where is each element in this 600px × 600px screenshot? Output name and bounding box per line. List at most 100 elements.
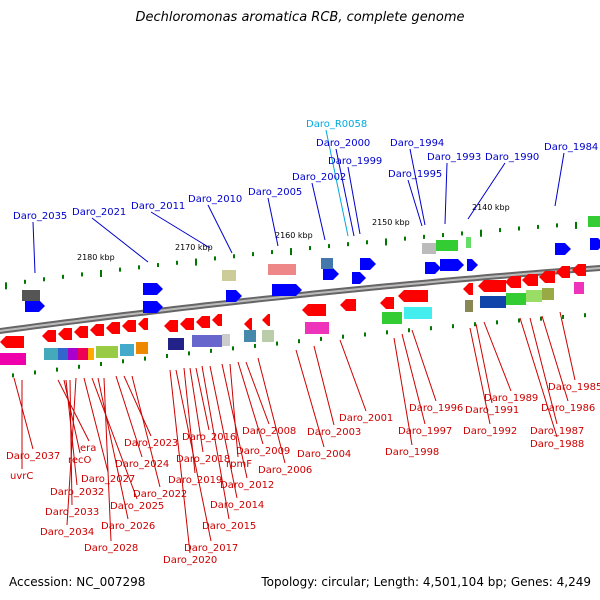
forward-gene-label: Daro_2035	[13, 211, 67, 222]
label-leader-line	[115, 375, 143, 458]
protein-domain-box	[305, 322, 329, 334]
label-leader-line	[183, 367, 196, 474]
reverse-gene-label: Daro_1989	[484, 393, 538, 404]
label-leader-line	[483, 321, 512, 392]
reverse-gene-arrow	[463, 283, 473, 295]
reverse-gene-label: era	[80, 443, 96, 454]
reverse-gene-label: Daro_1997	[398, 426, 452, 437]
forward-gene-label: Daro_1993	[427, 152, 481, 163]
label-leader-line	[103, 377, 112, 542]
scale-tick	[122, 359, 124, 364]
scale-tick	[276, 341, 278, 346]
protein-domain-box	[88, 348, 94, 360]
scale-tick	[43, 277, 45, 282]
protein-domain-box	[262, 330, 274, 342]
label-leader-line	[207, 204, 233, 254]
scale-tick	[100, 270, 102, 277]
scale-tick	[62, 274, 64, 279]
label-leader-line	[57, 379, 90, 442]
reverse-gene-label: Daro_2028	[84, 543, 138, 554]
reverse-gene-label: uvrC	[10, 471, 33, 482]
protein-domain-box	[222, 334, 230, 346]
label-leader-line	[554, 152, 565, 207]
scale-tick	[496, 320, 498, 325]
scale-tick	[188, 351, 190, 356]
reverse-gene-arrow	[572, 264, 586, 276]
reverse-gene-label: Daro_2006	[258, 465, 312, 476]
scale-tick	[157, 263, 159, 268]
reverse-gene-label: Daro_1988	[530, 439, 584, 450]
label-leader-line	[91, 377, 138, 500]
scale-tick	[12, 373, 14, 378]
label-leader-line	[295, 349, 325, 448]
reverse-gene-label: Daro_1991	[465, 405, 519, 416]
scale-tick	[252, 252, 254, 257]
reverse-gene-arrow	[58, 328, 72, 340]
reverse-gene-label: Daro_2032	[50, 487, 104, 498]
label-leader-line	[444, 162, 448, 225]
forward-gene-arrow	[25, 300, 45, 312]
reverse-gene-arrow	[74, 326, 88, 338]
reverse-gene-label: Daro_2014	[210, 500, 264, 511]
reverse-gene-label: recO	[68, 455, 92, 466]
label-leader-line	[13, 377, 34, 450]
protein-domain-box	[120, 344, 134, 356]
reverse-gene-arrow	[138, 318, 148, 330]
protein-domain-box	[436, 240, 458, 251]
scale-tick	[24, 279, 26, 284]
scale-tick	[166, 353, 168, 358]
reverse-gene-label: Daro_2019	[168, 475, 222, 486]
scale-tick	[518, 318, 520, 323]
scale-tick	[320, 336, 322, 341]
accession-label: Accession: NC_007298	[9, 575, 146, 589]
scale-tick	[5, 282, 7, 290]
protein-domain-box	[321, 258, 333, 269]
reverse-gene-arrow	[164, 320, 178, 332]
label-leader-line	[150, 211, 211, 249]
protein-domain-box	[168, 338, 184, 350]
scale-tick	[78, 364, 80, 369]
reverse-gene-label: Daro_2023	[124, 438, 178, 449]
reverse-gene-label: Daro_2026	[101, 521, 155, 532]
scale-tick	[575, 221, 577, 229]
scale-tick	[233, 254, 235, 259]
label-leader-line	[401, 333, 426, 425]
scale-tick	[364, 332, 366, 337]
scale-tick	[34, 370, 36, 375]
scale-tick	[537, 224, 539, 229]
scale-tick	[423, 234, 425, 239]
protein-domain-box	[480, 296, 506, 308]
scale-tick	[210, 348, 212, 353]
forward-gene-arrow	[143, 301, 163, 313]
label-leader-line	[209, 365, 238, 499]
scale-tick	[271, 250, 273, 255]
protein-domain-box	[268, 264, 296, 275]
scale-label: 2170 kbp	[175, 243, 213, 252]
scale-tick	[480, 229, 482, 237]
scale-tick	[100, 362, 102, 366]
scale-tick	[214, 256, 216, 261]
scale-tick	[556, 223, 558, 228]
scale-tick	[404, 236, 406, 241]
label-leader-line	[335, 148, 355, 237]
scale-tick	[408, 328, 410, 333]
scale-tick	[461, 231, 463, 236]
label-leader-line	[237, 361, 264, 445]
label-leader-line	[245, 361, 270, 425]
label-leader-line	[475, 323, 493, 404]
scale-tick	[290, 248, 292, 256]
label-leader-line	[339, 339, 367, 412]
scale-tick	[518, 226, 520, 231]
forward-gene-arrow	[143, 283, 163, 295]
reverse-gene-arrow	[478, 280, 506, 292]
scale-tick	[584, 313, 586, 318]
forward-gene-label: Daro_R0058	[306, 119, 367, 130]
forward-gene-label: Daro_2021	[72, 207, 126, 218]
reverse-gene-label: Daro_2004	[297, 449, 351, 460]
label-leader-line	[469, 327, 491, 425]
forward-gene-arrow	[440, 259, 464, 271]
reverse-gene-arrow	[539, 271, 555, 283]
reverse-gene-label: Daro_1992	[463, 426, 517, 437]
forward-gene-label: Daro_2000	[316, 138, 370, 149]
scale-tick	[366, 240, 368, 245]
